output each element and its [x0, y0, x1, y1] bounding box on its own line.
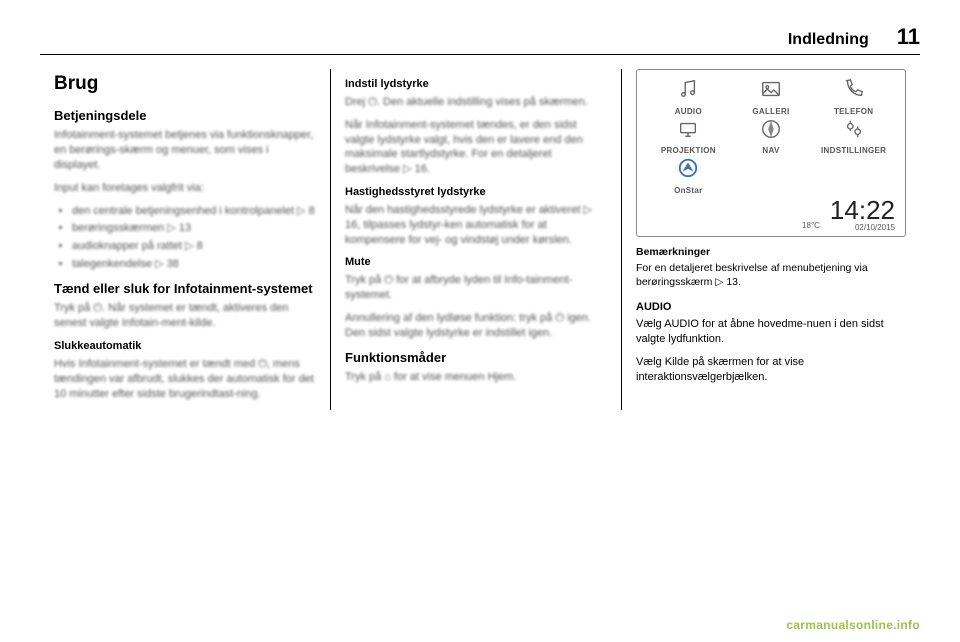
column-3: AUDIO GALLERI TELEFON	[621, 69, 920, 410]
heading-mute: Mute	[345, 255, 607, 270]
status-date: 02/10/2015	[855, 223, 895, 234]
tile-label: GALLERI	[752, 107, 789, 118]
status-temp: 18°C	[802, 221, 820, 232]
tile-empty	[812, 157, 895, 197]
paragraph: Drej ⏻. Den aktuelle indstilling vises p…	[345, 95, 607, 110]
tile-label: TELEFON	[834, 107, 873, 118]
gallery-icon	[758, 78, 784, 104]
page-header: Indledning 11	[40, 24, 920, 55]
header-title: Indledning	[40, 31, 869, 49]
paragraph: Input kan foretages valgfrit via:	[54, 181, 316, 196]
paragraph: Når den hastighedsstyrede lydstyrke er a…	[345, 203, 607, 248]
paragraph: Tryk på ⏻. Når systemet er tændt, aktive…	[54, 301, 316, 331]
paragraph: Tryk på ⌂ for at vise menuen Hjem.	[345, 370, 607, 385]
note-block: Bemærkninger For en detaljeret beskrivel…	[636, 245, 906, 290]
status-bar: 18°C 14:22 02/10/2015	[637, 197, 905, 240]
tile-nav[interactable]: NAV	[730, 118, 813, 158]
columns: Brug Betjeningsdele Infotainment-systeme…	[40, 69, 920, 410]
list-item: den centrale betjeningsenhed i kontrolpa…	[72, 204, 316, 219]
heading-betjeningsdele: Betjeningsdele	[54, 107, 316, 125]
note-title: Bemærkninger	[636, 245, 906, 259]
infotainment-screenshot: AUDIO GALLERI TELEFON	[636, 69, 906, 237]
column-1: Brug Betjeningsdele Infotainment-systeme…	[40, 69, 330, 410]
tile-label: NAV	[762, 146, 779, 157]
tile-galleri[interactable]: GALLERI	[730, 78, 813, 118]
onstar-icon	[675, 157, 701, 183]
tile-empty	[730, 157, 813, 197]
heading-indstil-lydstyrke: Indstil lydstyrke	[345, 77, 607, 92]
heading-taend-sluk: Tænd eller sluk for Infotainment-systeme…	[54, 280, 316, 298]
page: Indledning 11 Brug Betjeningsdele Infota…	[0, 0, 960, 410]
heading-audio: AUDIO	[636, 300, 906, 315]
status-sub: 18°C	[802, 221, 820, 232]
tile-label: INDSTILLINGER	[821, 146, 886, 157]
heading-slukkeautomatik: Slukkeautomatik	[54, 339, 316, 354]
tile-label: OnStar	[674, 186, 702, 197]
list-item: talegenkendelse ▷ 38	[72, 257, 316, 272]
tile-onstar[interactable]: OnStar	[647, 157, 730, 197]
tile-audio[interactable]: AUDIO	[647, 78, 730, 118]
paragraph: Annullering af den lydløse funktion: try…	[345, 311, 607, 341]
heading-hastighedsstyret: Hastighedsstyret lydstyrke	[345, 185, 607, 200]
tile-projektion[interactable]: PROJEKTION	[647, 118, 730, 158]
phone-icon	[841, 78, 867, 104]
heading-brug: Brug	[54, 71, 316, 97]
paragraph: Vælg AUDIO for at åbne hovedme-nuen i de…	[636, 317, 906, 347]
clock: 14:22	[830, 197, 895, 223]
column-2: Indstil lydstyrke Drej ⏻. Den aktuelle i…	[330, 69, 621, 410]
footer-watermark: carmanualsonline.info	[786, 618, 920, 632]
tile-label: PROJEKTION	[661, 146, 716, 157]
tile-indstillinger[interactable]: INDSTILLINGER	[812, 118, 895, 158]
note-body: For en detaljeret beskrivelse af menubet…	[636, 261, 906, 289]
list-item: audioknapper på rattet ▷ 8	[72, 239, 316, 254]
list-item: berøringsskærmen ▷ 13	[72, 221, 316, 236]
home-grid: AUDIO GALLERI TELEFON	[637, 70, 905, 197]
paragraph: Hvis Infotainment-systemet er tændt med …	[54, 357, 316, 402]
heading-funktionsmader: Funktionsmåder	[345, 349, 607, 367]
nav-icon	[758, 118, 784, 144]
paragraph: Tryk på ⏻ for at afbryde lyden til Info-…	[345, 273, 607, 303]
tile-label: AUDIO	[675, 107, 702, 118]
paragraph: Vælg Kilde på skærmen for at vise intera…	[636, 355, 906, 385]
projection-icon	[675, 118, 701, 144]
settings-icon	[841, 118, 867, 144]
music-note-icon	[675, 78, 701, 104]
paragraph: Infotainment-systemet betjenes via funkt…	[54, 128, 316, 173]
page-number: 11	[897, 24, 920, 50]
bullet-list: den centrale betjeningsenhed i kontrolpa…	[54, 204, 316, 272]
tile-telefon[interactable]: TELEFON	[812, 78, 895, 118]
paragraph: Når Infotainment-systemet tændes, er den…	[345, 118, 607, 177]
